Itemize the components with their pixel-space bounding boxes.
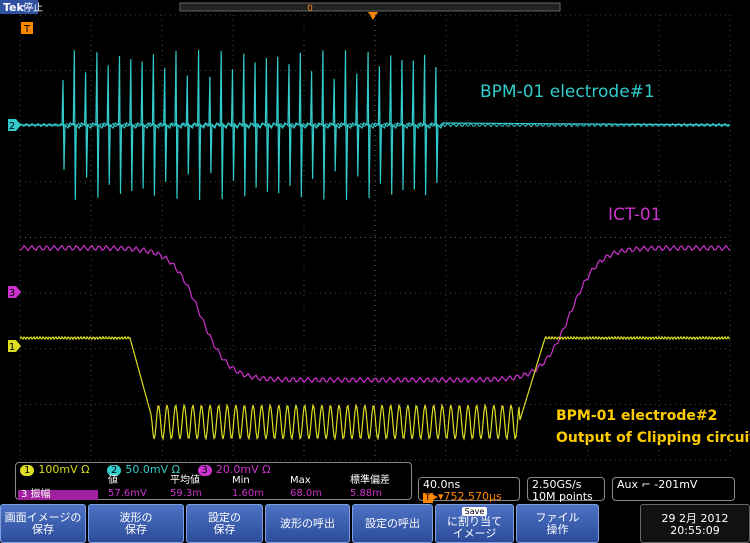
- annotation: BPM-01 electrode#1: [480, 82, 655, 102]
- measurement-value: 57.6mV: [108, 488, 147, 499]
- datetime: 29 2月 2012 20:55:09: [640, 504, 750, 543]
- menu-button[interactable]: 設定の保存: [186, 504, 263, 543]
- measurement-header: Max: [290, 475, 311, 486]
- measurement-value: 1.60m: [232, 488, 264, 499]
- button-label: 操作: [517, 524, 598, 536]
- timebase-position: 752.570µs: [444, 490, 502, 503]
- button-label: 設定の: [187, 512, 262, 524]
- channel-scale: 100mV Ω: [38, 463, 89, 476]
- measurement-header: 値: [108, 475, 118, 486]
- measurement-value: 5.88m: [350, 488, 382, 499]
- timebase: 40.0ns T▸▾752.570µs: [418, 477, 520, 501]
- annotation: ICT-01: [608, 205, 661, 225]
- time: 20:55:09: [641, 525, 749, 537]
- measurement-label: 3 振幅: [18, 490, 98, 500]
- channel-marker: 2: [9, 121, 15, 132]
- button-label: 設定の呼出: [353, 518, 432, 530]
- acquisition: 2.50GS/s 10M points: [527, 477, 605, 501]
- channel-number: 1: [20, 465, 34, 476]
- menu-button[interactable]: 波形の呼出: [265, 504, 350, 543]
- measurement-type: 振幅: [31, 489, 51, 500]
- trigger-source: Aux: [617, 478, 638, 491]
- button-label: 保存: [89, 524, 183, 536]
- button-label: イメージ: [436, 528, 513, 540]
- trigger-marker: T: [23, 24, 31, 35]
- channel-marker: 3: [9, 288, 15, 299]
- button-label: 波形の呼出: [266, 518, 349, 530]
- menu-button[interactable]: 設定の呼出: [352, 504, 433, 543]
- trigger-readout: Aux ⌐ -201mV: [612, 477, 735, 501]
- record-length: 10M points: [532, 491, 600, 503]
- button-label: 画面イメージの: [1, 512, 85, 524]
- measurement-header: Min: [232, 475, 250, 486]
- measurement-value: 68.0m: [290, 488, 322, 499]
- trigger-icon: T: [423, 493, 433, 503]
- channel-marker: 1: [9, 342, 15, 353]
- button-label: 波形の: [89, 512, 183, 524]
- menu-button[interactable]: 波形の保存: [88, 504, 184, 543]
- annotation: Output of Clipping circuit: [556, 430, 750, 446]
- record-bar: [180, 3, 560, 11]
- button-label: 保存: [1, 524, 85, 536]
- annotation: BPM-01 electrode#2: [556, 408, 717, 424]
- measurement-header: 標準偏差: [350, 475, 390, 486]
- measurement-header: 平均値: [170, 475, 200, 486]
- page: Tek 停止 0 T BPM-01 electrode#1 ICT-01 BPM…: [0, 0, 750, 543]
- measurement-source: 3: [21, 489, 27, 500]
- menu-button[interactable]: 画面イメージの保存: [0, 504, 86, 543]
- time-origin: 0: [307, 4, 313, 14]
- status: 停止: [23, 1, 43, 14]
- trigger-level: -201mV: [654, 478, 697, 491]
- measurement-value: 59.3m: [170, 488, 202, 499]
- screen: Tek 停止 0 T BPM-01 electrode#1 ICT-01 BPM…: [0, 0, 750, 462]
- button-label: 保存: [187, 524, 262, 536]
- brand: Tek: [3, 1, 25, 14]
- menu-button[interactable]: ファイル操作: [516, 504, 599, 543]
- button-label: ファイル: [517, 512, 598, 524]
